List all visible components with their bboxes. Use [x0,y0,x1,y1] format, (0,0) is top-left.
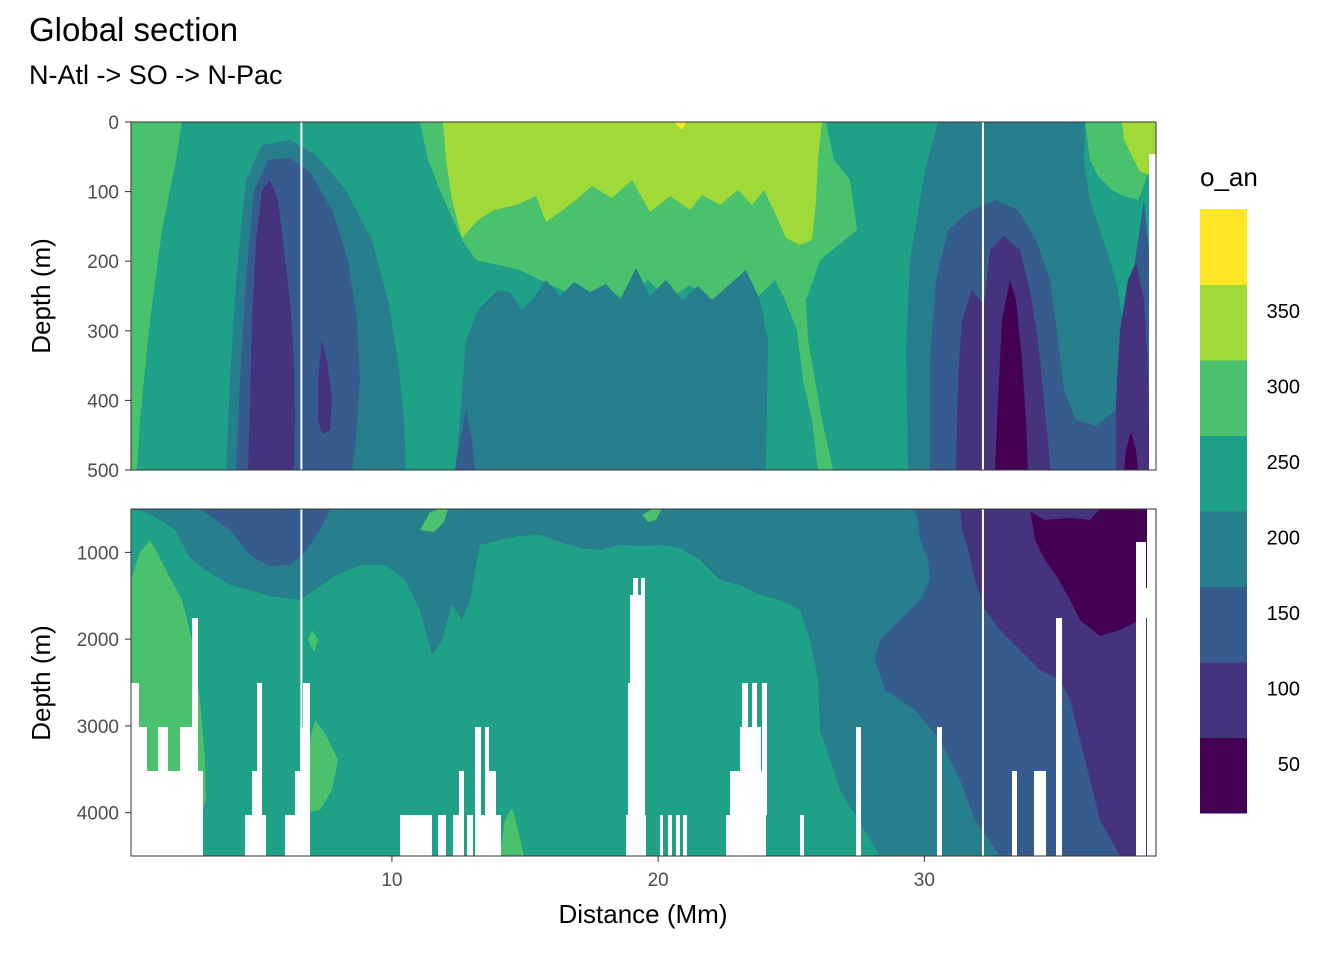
y-tick-label: 300 [87,322,119,343]
legend-swatch [1200,284,1247,361]
top-contour-band-300-350-central [443,122,822,245]
top-contour-band-250-300-west [131,122,182,470]
top-y-ticks: 0 100 200 300 400 500 [87,113,131,482]
legend-label: 200 [1267,527,1300,549]
top-contours [131,122,1156,470]
bottom-panel [130,508,1157,857]
legend-swatch [1200,360,1247,436]
top-panel [130,121,1157,471]
legend-label: 150 [1267,603,1300,625]
chart-subtitle: N-Atl -> SO -> N-Pac [29,60,283,90]
no-data-strip [1149,154,1156,470]
bottom-contour-band-0-50 [1030,509,1156,636]
bottom-panel-border [130,508,1157,857]
top-contour-band-100-150-central [455,410,475,470]
y-tick-label: 1000 [77,543,119,564]
legend-title: o_an [1200,162,1258,192]
bottom-contour-band-250-300-top-2 [642,509,662,522]
legend-label: 100 [1267,678,1300,700]
legend-labels: 50 100 150 200 250 300 350 [1267,301,1300,776]
bottom-y-ticks: 1000 2000 3000 4000 [77,543,131,825]
y-tick-label: 2000 [77,630,119,651]
no-data-strip [1147,509,1156,856]
x-axis-label: Distance (Mm) [558,899,727,929]
x-tick-label: 10 [381,870,402,891]
legend-colorbar [1200,209,1247,814]
legend-swatch [1200,737,1247,814]
bottom-contours [131,509,1156,856]
legend-label: 300 [1267,376,1300,398]
y-axis-label-top: Depth (m) [26,238,56,354]
chart-title: Global section [29,11,238,48]
bottom-contour-band-250-300-mid [306,720,338,812]
top-contour-band-250-300-central [420,122,857,470]
bottom-contour-band-150-200 [131,509,1156,856]
y-tick-label: 0 [108,113,119,134]
y-tick-label: 4000 [77,804,119,825]
y-tick-label: 400 [87,391,119,412]
legend-swatch [1200,662,1247,738]
legend-swatch [1200,586,1247,663]
legend-label: 250 [1267,452,1300,474]
bottom-contour-band-250-300-top [420,509,448,532]
top-contour-band-300-350-east [1122,122,1156,175]
y-tick-label: 3000 [77,717,119,738]
y-axis-label-bottom: Depth (m) [26,625,56,741]
y-tick-label: 100 [87,183,119,204]
bottom-contour-band-250-300-bottom [500,808,524,856]
legend: o_an 50 100 150 200 250 300 350 [1200,162,1300,814]
top-panel-border [130,121,1157,471]
bottom-contour-band-100-150-west [200,509,330,566]
top-contour-band-50-100-west [248,180,295,470]
top-contour-band-0-50-east [995,280,1028,470]
x-ticks: 10 20 30 [381,856,935,891]
legend-swatch [1200,511,1247,587]
top-contour-band-150-200-central [455,268,768,470]
x-tick-label: 20 [648,870,669,891]
bathymetry-mask [131,542,1147,856]
legend-swatch [1200,435,1247,512]
bottom-contour-band-50-100-inner [1025,509,1100,520]
legend-label: 50 [1278,754,1300,776]
y-tick-label: 200 [87,252,119,273]
legend-label: 350 [1267,301,1300,323]
bottom-contour-band-250-300-small [308,630,318,652]
top-contour-band-50-100-east-2 [1116,262,1150,470]
top-contour-band-350-400 [674,122,686,130]
legend-swatch [1200,209,1247,285]
top-contour-band-50-100-west-inner [318,340,332,434]
top-contour-band-0-50-east-2 [1124,432,1138,470]
y-tick-label: 500 [87,461,119,482]
x-tick-label: 30 [914,870,935,891]
